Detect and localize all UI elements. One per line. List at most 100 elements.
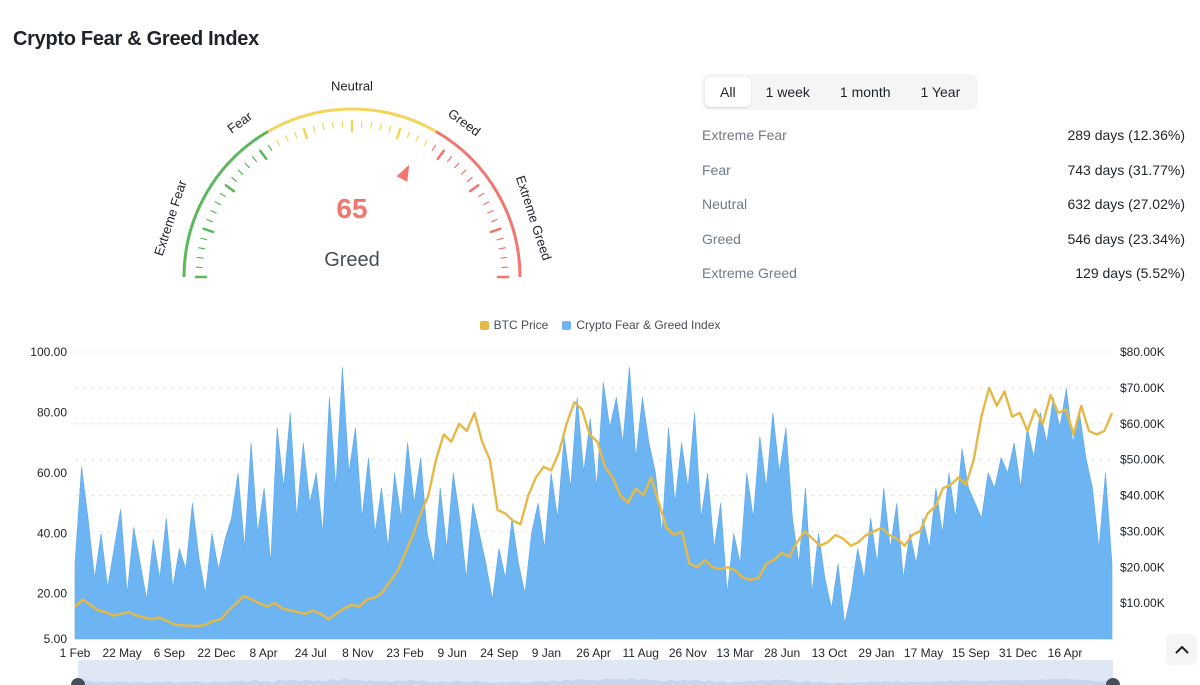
stat-label: Extreme Greed (702, 265, 797, 282)
gauge-tick (423, 139, 428, 147)
gauge-tick (500, 256, 508, 259)
range-handle-right[interactable] (1106, 678, 1120, 685)
history-chart: 5.00 20.00 40.00 60.00 80.00 100.00 $10.00K $20… (0, 336, 1200, 685)
stat-value: 289 days (12.36%) (1067, 127, 1185, 144)
gauge-tick (487, 209, 494, 214)
gauge-arc-neutral (267, 107, 437, 133)
gauge-tick (454, 162, 460, 169)
legend-swatch (479, 320, 489, 330)
x-tick-label: 15 Sep (952, 646, 990, 660)
gauge-tick (237, 169, 244, 175)
gauge-tick (482, 201, 490, 206)
gauge-tick (490, 218, 498, 223)
x-tick-label: 31 Dec (999, 646, 1037, 660)
x-tick-label: 26 Apr (576, 646, 611, 660)
stat-value: 743 days (31.77%) (1067, 161, 1185, 178)
gauge-tick (267, 144, 273, 151)
gauge-tick (198, 247, 206, 250)
gauge-tick (196, 256, 204, 259)
y-right-tick-label: $70.00K (1120, 381, 1165, 395)
y-right-tick-label: $10.00K (1120, 596, 1165, 610)
tab-1-month[interactable]: 1 month (839, 84, 891, 100)
gauge-tick (244, 162, 250, 169)
gauge-tick (478, 192, 485, 198)
gauge-tick (302, 127, 309, 140)
x-tick-label: 9 Jan (532, 646, 561, 660)
gauge-arc-greed (435, 130, 522, 278)
legend-item-fear-greed-index[interactable]: Crypto Fear & Greed Index (562, 318, 720, 332)
distribution-stats: Extreme Fear 289 days (12.36%) Fear 743 … (702, 118, 1185, 291)
x-tick-label: 16 Apr (1048, 646, 1083, 660)
gauge-tick (259, 149, 268, 161)
legend-item-btc-price[interactable]: BTC Price (479, 318, 549, 332)
gauge-tick (415, 135, 420, 142)
legend-label: BTC Price (493, 318, 549, 332)
gauge-tick (251, 156, 257, 163)
x-tick-label: 8 Apr (250, 646, 278, 660)
x-tick-label: 13 Mar (716, 646, 753, 660)
stat-row-extreme-fear: Extreme Fear 289 days (12.36%) (702, 118, 1185, 153)
tab-1-year[interactable]: 1 Year (920, 84, 961, 100)
x-tick-label: 23 Feb (386, 646, 424, 660)
tab-all[interactable]: All (705, 77, 751, 107)
x-tick-label: 13 Oct (812, 646, 848, 660)
gauge-tick (200, 237, 208, 241)
range-navigator-preview (78, 678, 1113, 685)
stat-label: Neutral (702, 196, 748, 213)
y-left-tick-label: 40.00 (37, 526, 67, 540)
gauge-tick (468, 184, 480, 193)
gauge-tick (293, 131, 298, 139)
tab-1-week[interactable]: 1 week (765, 84, 810, 100)
stat-label: Extreme Fear (702, 127, 787, 144)
y-right-tick-label: $30.00K (1120, 524, 1165, 538)
gauge-tick (224, 184, 236, 193)
x-tick-label: 26 Nov (669, 646, 707, 660)
page-title: Crypto Fear & Greed Index (13, 28, 259, 50)
stat-row-greed: Greed 546 days (23.34%) (702, 222, 1185, 257)
gauge-tick (406, 131, 411, 139)
gauge-tick (322, 123, 325, 131)
x-tick-label: 24 Jul (295, 646, 327, 660)
range-tabs: All 1 week 1 month 1 Year (702, 74, 978, 110)
gauge-tick (489, 227, 502, 234)
gauge-tick (331, 121, 334, 129)
x-tick-label: 11 Aug (622, 646, 658, 660)
gauge-tick (202, 227, 215, 234)
x-tick-label: 22 Dec (197, 646, 235, 660)
gauge-tick (284, 135, 289, 142)
gauge-tick (379, 123, 382, 131)
gauge-tick (496, 237, 504, 241)
scroll-to-top-button[interactable] (1166, 634, 1197, 665)
gauge-tick (214, 201, 222, 206)
legend-swatch (562, 320, 572, 330)
chevron-up-icon (1175, 646, 1188, 654)
x-tick-label: 24 Sep (480, 646, 518, 660)
gauge-pointer (396, 164, 410, 182)
x-tick-label: 17 May (904, 646, 943, 660)
gauge-value: 65 (336, 193, 367, 224)
stat-value: 632 days (27.02%) (1067, 196, 1185, 213)
y-right-tick-label: $50.00K (1120, 453, 1165, 467)
x-tick-label: 28 Jun (764, 646, 800, 660)
x-tick-label: 1 Feb (60, 646, 91, 660)
range-handle-left[interactable] (71, 678, 85, 685)
y-right-tick-label: $20.00K (1120, 560, 1165, 574)
stat-row-fear: Fear 743 days (31.77%) (702, 153, 1185, 188)
gauge-label: Extreme Fear (151, 178, 190, 258)
gauge-tick (231, 176, 238, 182)
y-right-tick-label: $80.00K (1120, 345, 1165, 359)
gauge-tick (460, 169, 467, 175)
stat-value: 546 days (23.34%) (1067, 230, 1185, 247)
gauge-classification: Greed (324, 249, 380, 271)
y-left-tick-label: 5.00 (44, 632, 68, 646)
gauge-tick (466, 176, 473, 182)
gauge-label: Greed (445, 106, 483, 139)
gauge-tick (206, 218, 214, 223)
gauge-arc-fear (182, 130, 269, 278)
x-tick-label: 8 Nov (342, 646, 373, 660)
gauge-label: Fear (224, 108, 255, 136)
y-left-tick-label: 20.00 (37, 587, 67, 601)
y-left-tick-label: 80.00 (37, 405, 67, 419)
gauge-tick (370, 121, 373, 129)
gauge-label: Neutral (331, 78, 373, 93)
